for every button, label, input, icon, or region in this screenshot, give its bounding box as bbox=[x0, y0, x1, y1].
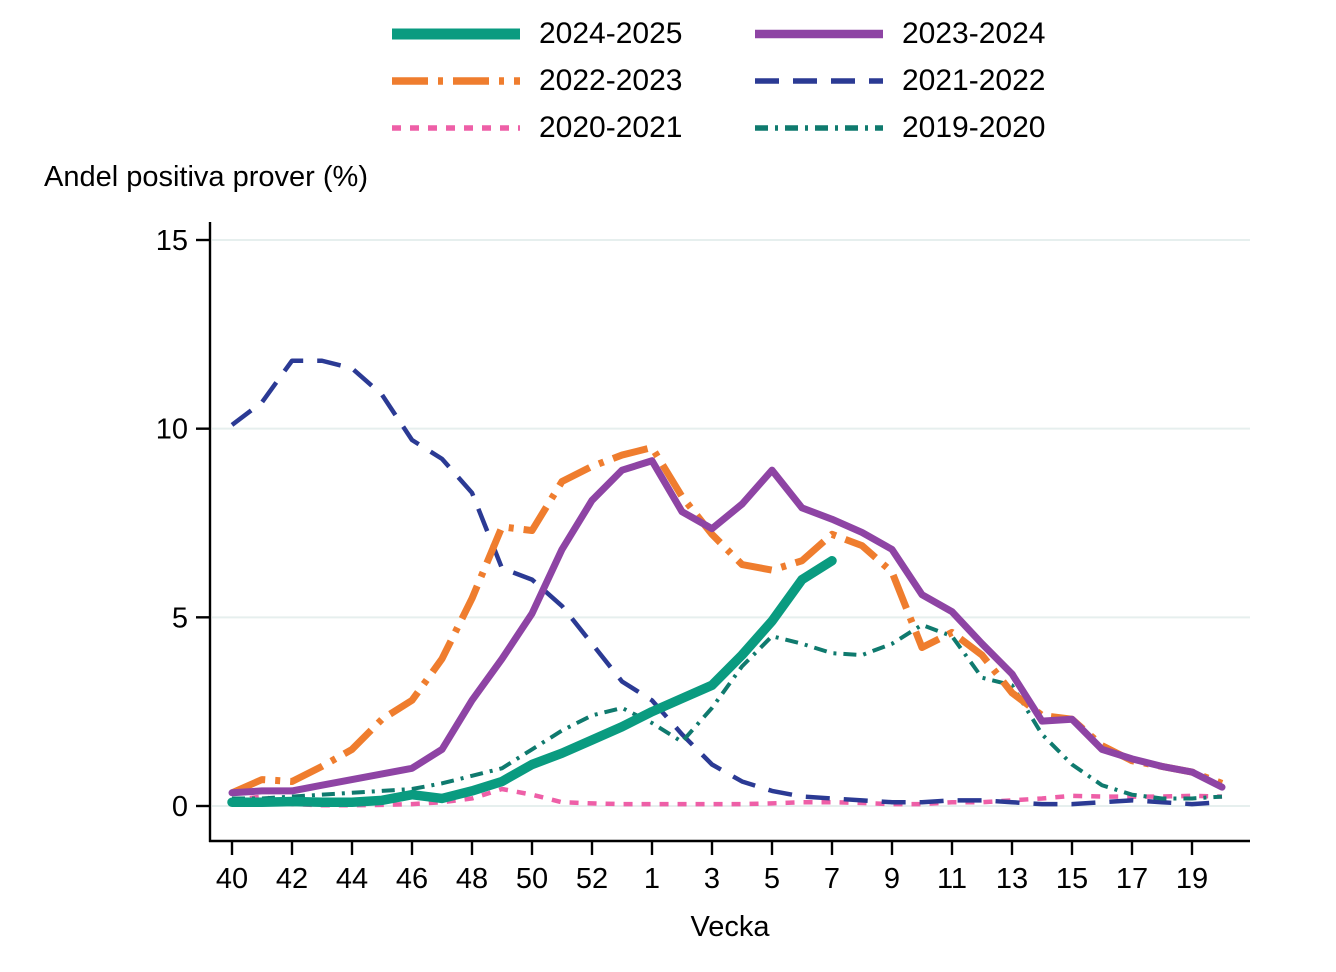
legend-item-2022-2023: 2022-2023 bbox=[390, 64, 753, 98]
x-tick-label: 50 bbox=[516, 863, 548, 895]
legend-swatch-solid-teal bbox=[392, 28, 520, 39]
gridlines bbox=[212, 239, 1250, 807]
x-tick-label: 52 bbox=[576, 863, 608, 895]
x-tick-label: 19 bbox=[1176, 863, 1208, 895]
y-tick-label: 10 bbox=[156, 414, 188, 446]
legend-swatch-dotted-pink bbox=[392, 124, 520, 131]
legend-item-2020-2021: 2020-2021 bbox=[390, 111, 753, 145]
legend-label: 2022-2023 bbox=[539, 63, 683, 97]
legend-label: 2019-2020 bbox=[902, 110, 1046, 144]
x-tick-label: 40 bbox=[216, 863, 248, 895]
y-tick-label: 15 bbox=[156, 225, 188, 257]
x-tick-label: 17 bbox=[1116, 863, 1148, 895]
y-tick-label: 0 bbox=[172, 791, 188, 823]
series-lines bbox=[227, 358, 1226, 808]
x-tick-label: 13 bbox=[996, 863, 1028, 895]
x-tick-label: 11 bbox=[937, 863, 967, 895]
x-tick-label: 5 bbox=[764, 863, 780, 895]
series-line-2022-2023 bbox=[230, 444, 1224, 796]
legend-item-2019-2020: 2019-2020 bbox=[753, 111, 1098, 145]
x-tick-label: 9 bbox=[884, 863, 900, 895]
x-tick-label: 3 bbox=[704, 863, 720, 895]
x-tick-label: 44 bbox=[336, 863, 368, 895]
series-line-2019-2020 bbox=[232, 622, 1223, 801]
y-axis-title: Andel positiva prover (%) bbox=[44, 161, 368, 193]
x-tick-label: 46 bbox=[396, 863, 428, 895]
x-tick-label: 48 bbox=[456, 863, 488, 895]
y-tick-label: 5 bbox=[172, 602, 188, 634]
x-tick-label: 42 bbox=[276, 863, 308, 895]
x-tick-label: 7 bbox=[824, 863, 840, 895]
series-line-2023-2024 bbox=[228, 457, 1226, 797]
legend-label: 2020-2021 bbox=[539, 110, 683, 144]
legend-swatch-solid-purple bbox=[755, 29, 883, 38]
legend-label: 2021-2022 bbox=[902, 63, 1046, 97]
legend-item-2023-2024: 2023-2024 bbox=[753, 17, 1098, 51]
series-line-2020-2021 bbox=[231, 786, 1223, 808]
legend-item-2021-2022: 2021-2022 bbox=[753, 64, 1098, 98]
series-line-2024-2025 bbox=[227, 555, 837, 807]
legend-swatch-dashdot-orange bbox=[392, 76, 520, 85]
legend-swatch-dashed-navy bbox=[755, 77, 883, 84]
x-tick-label: 15 bbox=[1056, 863, 1088, 895]
x-axis-title: Vecka bbox=[691, 911, 771, 943]
legend-label: 2024-2025 bbox=[539, 16, 683, 50]
series-line-2021-2022 bbox=[230, 358, 1223, 807]
legend-swatch-dashdot-darkteal bbox=[755, 124, 883, 131]
legend-label: 2023-2024 bbox=[902, 16, 1046, 50]
legend: 2024-2025 2023-2024 2022-2023 2021-2022 … bbox=[390, 10, 1098, 151]
x-tick-label: 1 bbox=[644, 863, 660, 895]
legend-item-2024-2025: 2024-2025 bbox=[390, 17, 753, 51]
